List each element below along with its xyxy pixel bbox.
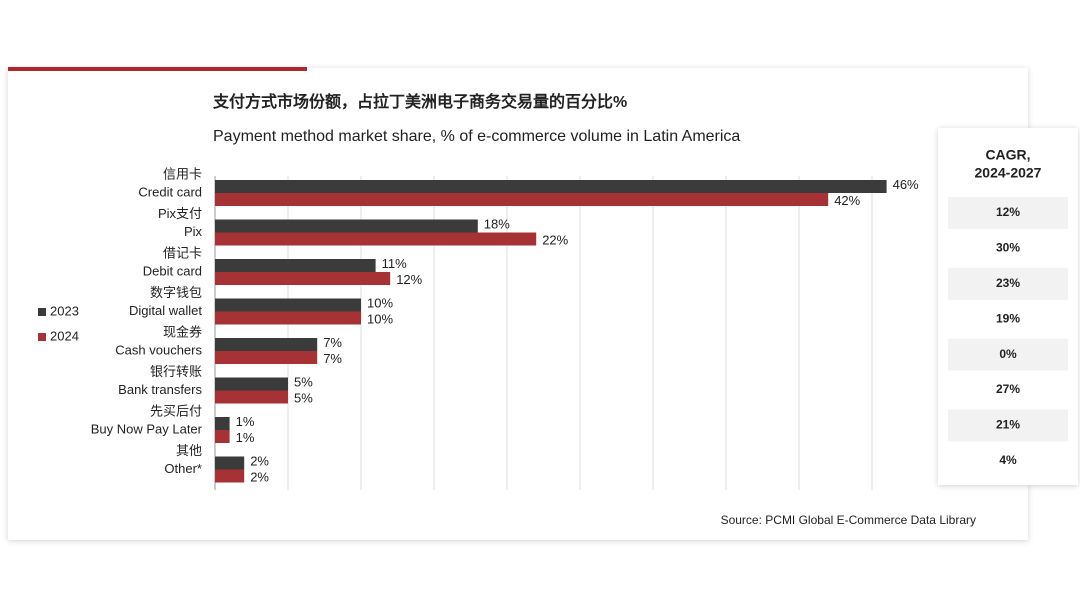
bar <box>215 430 230 443</box>
category-label: Buy Now Pay Later <box>91 421 203 436</box>
table-cell: 21% <box>996 418 1020 432</box>
bar <box>215 259 376 272</box>
legend-swatch <box>38 308 46 316</box>
card <box>8 68 1028 540</box>
category-label: Bank transfers <box>118 382 202 397</box>
bar <box>215 272 391 285</box>
table-cell: 4% <box>999 453 1017 467</box>
bar <box>215 456 245 470</box>
chart-title: 支付方式市场份额，占拉丁美洲电子商务交易量的百分比% <box>212 92 627 111</box>
category-label-zh: 信用卡 <box>163 166 202 181</box>
value-label: 1% <box>236 414 255 429</box>
table-header: CAGR, <box>985 147 1030 163</box>
category-label-zh: Pix支付 <box>158 206 202 221</box>
category-label: Debit card <box>143 263 202 278</box>
category-label: Digital wallet <box>129 303 202 318</box>
chart-subtitle: Payment method market share, % of e-comm… <box>213 128 740 145</box>
bar <box>215 232 537 246</box>
table-cell: 27% <box>996 382 1020 396</box>
value-label: 46% <box>893 177 919 192</box>
value-label: 10% <box>367 311 393 326</box>
value-label: 1% <box>236 430 255 445</box>
table-cell: 23% <box>996 276 1020 290</box>
value-label: 2% <box>250 469 269 484</box>
bar <box>215 298 361 312</box>
bar <box>215 311 361 325</box>
table-header: 2024-2027 <box>975 165 1042 181</box>
table-row-bg <box>948 409 1068 442</box>
legend-swatch <box>38 333 46 341</box>
category-label: Cash vouchers <box>115 342 202 357</box>
table-cell: 19% <box>996 311 1020 325</box>
category-label-zh: 先买后付 <box>150 403 202 418</box>
value-label: 5% <box>294 374 313 389</box>
category-label-zh: 现金券 <box>163 324 202 339</box>
table-cell: 30% <box>996 241 1020 255</box>
table-row-bg <box>948 338 1068 371</box>
bar <box>215 193 829 206</box>
bar <box>215 469 245 483</box>
category-label-zh: 银行转账 <box>150 364 202 379</box>
value-label: 2% <box>250 453 269 468</box>
accent-bar <box>8 67 307 71</box>
table-row-bg <box>948 267 1068 300</box>
bar <box>215 377 288 391</box>
category-label-zh: 数字钱包 <box>150 285 202 300</box>
value-label: 7% <box>323 335 342 350</box>
value-label: 22% <box>542 232 568 247</box>
legend-label: 2024 <box>50 328 79 343</box>
category-label-zh: 借记卡 <box>163 245 202 260</box>
table-cell: 0% <box>999 347 1017 361</box>
table-row-bg <box>948 197 1068 229</box>
value-label: 10% <box>367 295 393 310</box>
value-label: 5% <box>294 390 313 405</box>
bar <box>215 338 318 351</box>
value-label: 18% <box>484 216 510 231</box>
value-label: 42% <box>834 193 860 208</box>
source: Source: PCMI Global E-Commerce Data Libr… <box>721 513 976 527</box>
bar <box>215 390 288 404</box>
category-label: Other* <box>164 461 202 476</box>
category-label-zh: 其他 <box>176 443 202 458</box>
bar <box>215 417 230 430</box>
value-label: 12% <box>396 272 422 287</box>
bar <box>215 219 478 233</box>
value-label: 7% <box>323 351 342 366</box>
category-label: Pix <box>184 224 203 239</box>
value-label: 11% <box>382 256 407 271</box>
bar <box>215 351 318 364</box>
legend-label: 2023 <box>50 303 79 318</box>
bar <box>215 180 887 193</box>
category-label: Credit card <box>138 184 202 199</box>
table-cell: 12% <box>996 205 1020 219</box>
